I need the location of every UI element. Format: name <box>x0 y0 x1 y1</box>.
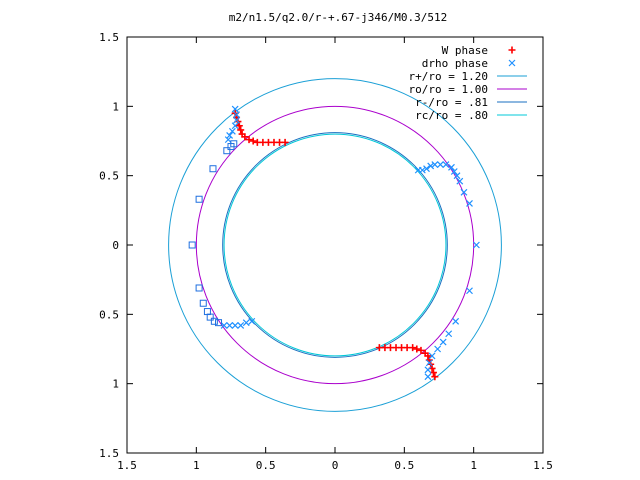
w-phase-point <box>421 349 429 357</box>
drho-phase-point <box>445 330 453 338</box>
radius-circle <box>222 132 448 358</box>
drho-phase-point <box>452 317 460 325</box>
w-phase-point <box>249 137 257 145</box>
square-point <box>227 143 235 151</box>
x-tick-label: 1.5 <box>117 459 137 472</box>
drho-phase-point <box>424 373 432 381</box>
drho-phase-point <box>473 241 480 249</box>
square-point <box>195 284 203 292</box>
legend-label: ro/ro = 1.00 <box>409 83 488 96</box>
y-tick-label: 0.5 <box>99 308 119 321</box>
drho-phase-point <box>226 322 234 329</box>
y-tick-label: 1 <box>112 378 119 391</box>
radius-circle <box>195 105 475 385</box>
drho-phase-point <box>231 322 239 329</box>
radius-circle <box>168 78 502 412</box>
drho-phase-point <box>423 165 430 173</box>
y-tick-label: 1.5 <box>99 31 119 44</box>
w-phase-point <box>237 126 245 134</box>
legend-label: W phase <box>442 44 488 57</box>
x-tick-label: 1.5 <box>533 459 553 472</box>
drho-phase-point <box>231 105 239 113</box>
drho-phase-point <box>233 116 240 124</box>
drho-phase-point <box>448 163 455 171</box>
legend-label: r+/ro = 1.20 <box>409 70 488 83</box>
drho-phase-point <box>466 199 473 207</box>
legend-marker <box>508 46 516 54</box>
legend-label: r-/ro = .81 <box>415 96 488 109</box>
drho-phase-point <box>439 338 447 346</box>
square-point <box>206 313 214 321</box>
drho-phase-point <box>428 352 436 360</box>
drho-phase-point <box>436 161 444 168</box>
drho-phase-point <box>427 162 435 170</box>
drho-phase-point <box>233 111 240 119</box>
x-tick-label: 0 <box>332 459 339 472</box>
square-point <box>195 195 203 203</box>
w-phase-point <box>281 138 289 146</box>
drho-phase-point <box>450 168 458 175</box>
drho-phase-point <box>242 319 250 327</box>
x-tick-label: 1 <box>193 459 200 472</box>
legend-marker <box>508 59 516 67</box>
square-point <box>223 147 231 155</box>
drho-phase-point <box>220 322 228 329</box>
drho-phase-point <box>248 317 256 325</box>
x-tick-label: 0.5 <box>256 459 276 472</box>
w-phase-point <box>413 345 421 353</box>
drho-phase-point <box>418 166 426 174</box>
y-tick-label: 1.5 <box>99 447 119 460</box>
legend-label: drho phase <box>422 57 488 70</box>
w-phase-point <box>375 344 383 352</box>
square-point <box>210 317 218 325</box>
drho-phase-point <box>453 172 461 180</box>
square-point <box>188 241 196 249</box>
drho-phase-point <box>466 287 473 295</box>
w-phase-point <box>241 133 249 141</box>
drho-phase-point <box>442 161 450 168</box>
square-point <box>215 319 223 327</box>
square-point <box>199 299 207 307</box>
drho-phase-point <box>226 132 234 139</box>
phase-markers <box>188 105 480 381</box>
drho-phase-point <box>425 359 433 367</box>
axis-ticks: 1.5 1 0.5 0 0.5 1 1.51.510.500.511.5 <box>99 31 553 472</box>
y-tick-label: 1 <box>112 100 119 113</box>
y-tick-label: 0.5 <box>99 170 119 183</box>
drho-phase-point <box>237 322 245 329</box>
drho-phase-point <box>224 136 232 144</box>
drho-phase-point <box>431 161 439 168</box>
radius-circles <box>168 78 502 412</box>
drho-phase-point <box>231 122 239 130</box>
legend-label: rc/ro = .80 <box>415 109 488 122</box>
w-phase-point <box>245 136 253 144</box>
drho-phase-point <box>434 345 442 353</box>
y-tick-label: 0 <box>112 239 119 252</box>
x-tick-label: 1 <box>470 459 477 472</box>
square-point <box>209 165 217 173</box>
w-phase-point <box>431 373 439 381</box>
drho-phase-point <box>424 366 432 374</box>
x-tick-label: 0.5 <box>394 459 414 472</box>
drho-phase-point <box>456 177 464 185</box>
radius-circle <box>223 133 447 357</box>
drho-phase-point <box>228 127 236 135</box>
chart-title: m2/n1.5/q2.0/r-+.67-j346/M0.3/512 <box>229 11 448 24</box>
drho-phase-point <box>460 188 468 196</box>
w-phase-point <box>417 346 425 354</box>
